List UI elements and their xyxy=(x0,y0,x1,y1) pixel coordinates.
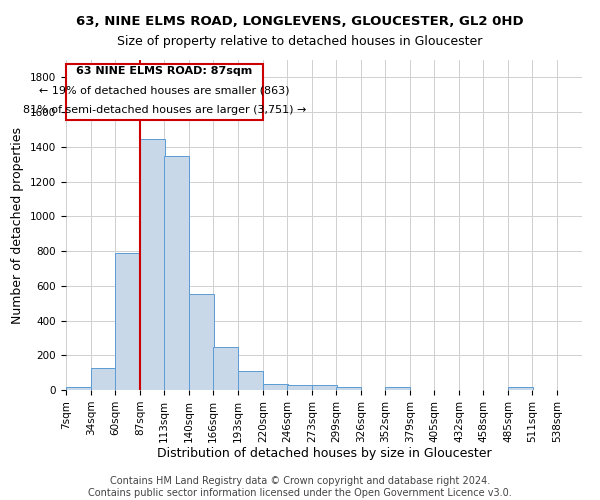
Bar xyxy=(385,387,410,390)
Text: 81% of semi-detached houses are larger (3,751) →: 81% of semi-detached houses are larger (… xyxy=(23,104,306,115)
Bar xyxy=(238,371,263,390)
Text: 63, NINE ELMS ROAD, LONGLEVENS, GLOUCESTER, GL2 0HD: 63, NINE ELMS ROAD, LONGLEVENS, GLOUCEST… xyxy=(76,15,524,28)
X-axis label: Distribution of detached houses by size in Gloucester: Distribution of detached houses by size … xyxy=(157,448,491,460)
Text: Contains HM Land Registry data © Crown copyright and database right 2024.
Contai: Contains HM Land Registry data © Crown c… xyxy=(88,476,512,498)
Bar xyxy=(287,385,312,390)
Bar xyxy=(263,384,288,390)
Text: ← 19% of detached houses are smaller (863): ← 19% of detached houses are smaller (86… xyxy=(39,86,290,96)
Bar xyxy=(164,156,189,390)
Bar xyxy=(66,64,263,120)
Bar xyxy=(312,385,337,390)
Y-axis label: Number of detached properties: Number of detached properties xyxy=(11,126,25,324)
Bar xyxy=(213,347,238,390)
Bar xyxy=(508,387,533,390)
Bar xyxy=(66,388,91,390)
Bar xyxy=(336,387,361,390)
Bar xyxy=(140,139,165,390)
Text: Size of property relative to detached houses in Gloucester: Size of property relative to detached ho… xyxy=(118,35,482,48)
Bar xyxy=(91,368,116,390)
Bar xyxy=(189,294,214,390)
Text: 63 NINE ELMS ROAD: 87sqm: 63 NINE ELMS ROAD: 87sqm xyxy=(76,66,253,76)
Bar xyxy=(115,253,140,390)
